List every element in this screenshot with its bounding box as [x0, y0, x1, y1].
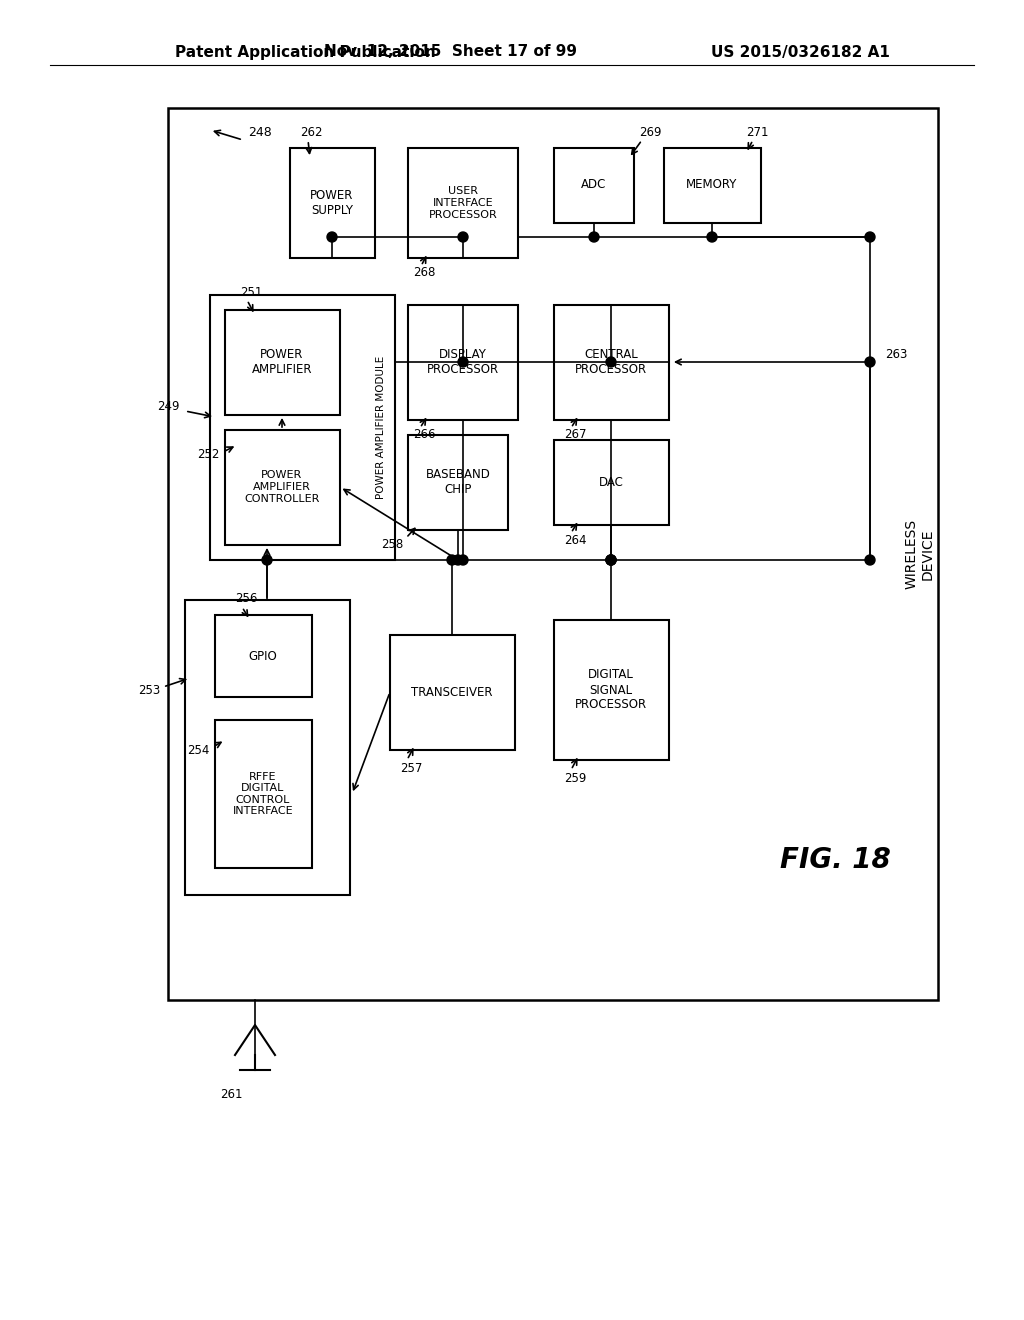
Bar	[554, 440, 669, 525]
Circle shape	[458, 356, 468, 367]
Bar	[290, 148, 375, 257]
Text: 249: 249	[158, 400, 180, 413]
Bar	[554, 305, 669, 420]
Bar	[185, 601, 350, 895]
Text: Nov. 12, 2015  Sheet 17 of 99: Nov. 12, 2015 Sheet 17 of 99	[324, 45, 577, 59]
Text: USER
INTERFACE
PROCESSOR: USER INTERFACE PROCESSOR	[429, 186, 498, 219]
Bar	[408, 148, 518, 257]
Text: WIRELESS
DEVICE: WIRELESS DEVICE	[905, 519, 935, 589]
Text: 248: 248	[248, 127, 271, 140]
Text: CENTRAL
PROCESSOR: CENTRAL PROCESSOR	[574, 348, 647, 376]
Circle shape	[865, 554, 874, 565]
Text: 263: 263	[885, 347, 907, 360]
Bar	[215, 719, 312, 869]
Text: 267: 267	[564, 429, 587, 441]
Bar	[210, 294, 395, 560]
Text: 271: 271	[746, 127, 768, 140]
Text: GPIO: GPIO	[249, 649, 278, 663]
Bar	[225, 310, 340, 414]
Text: US 2015/0326182 A1: US 2015/0326182 A1	[711, 45, 890, 59]
Text: 268: 268	[413, 267, 435, 280]
Circle shape	[865, 356, 874, 367]
Text: POWER
AMPLIFIER
CONTROLLER: POWER AMPLIFIER CONTROLLER	[245, 470, 319, 504]
Bar	[225, 430, 340, 545]
Circle shape	[606, 356, 616, 367]
Text: FIG. 18: FIG. 18	[780, 846, 891, 874]
Text: 254: 254	[187, 743, 210, 756]
Text: 256: 256	[234, 593, 257, 606]
Text: MEMORY: MEMORY	[686, 178, 737, 191]
Text: 262: 262	[300, 127, 323, 140]
Bar	[554, 620, 669, 760]
Bar	[390, 635, 515, 750]
Circle shape	[262, 554, 272, 565]
Bar	[168, 108, 938, 1001]
Text: ADC: ADC	[582, 178, 606, 191]
Text: DISPLAY
PROCESSOR: DISPLAY PROCESSOR	[427, 348, 499, 376]
Text: 264: 264	[564, 533, 587, 546]
Text: POWER
SUPPLY: POWER SUPPLY	[310, 189, 353, 216]
Circle shape	[606, 554, 616, 565]
Circle shape	[606, 554, 616, 565]
Circle shape	[447, 554, 457, 565]
Text: 258: 258	[381, 539, 403, 552]
Bar	[408, 305, 518, 420]
Text: Patent Application Publication: Patent Application Publication	[175, 45, 436, 59]
Text: 253: 253	[138, 684, 160, 697]
Bar	[408, 436, 508, 531]
Text: POWER
AMPLIFIER: POWER AMPLIFIER	[252, 348, 312, 376]
Circle shape	[453, 554, 463, 565]
Circle shape	[327, 232, 337, 242]
Text: 252: 252	[198, 449, 220, 462]
Text: RFFE
DIGITAL
CONTROL
INTERFACE: RFFE DIGITAL CONTROL INTERFACE	[232, 772, 293, 816]
Text: 269: 269	[639, 127, 662, 140]
Circle shape	[606, 554, 616, 565]
Text: POWER AMPLIFIER MODULE: POWER AMPLIFIER MODULE	[376, 355, 386, 499]
Circle shape	[589, 232, 599, 242]
Bar	[215, 615, 312, 697]
Text: 261: 261	[220, 1089, 243, 1101]
Bar	[554, 148, 634, 223]
Text: BASEBAND
CHIP: BASEBAND CHIP	[426, 469, 490, 496]
Text: 257: 257	[400, 762, 422, 775]
Circle shape	[865, 232, 874, 242]
Circle shape	[458, 554, 468, 565]
Circle shape	[458, 232, 468, 242]
Text: 259: 259	[564, 771, 587, 784]
Circle shape	[707, 232, 717, 242]
Text: 251: 251	[240, 285, 262, 298]
Text: DAC: DAC	[599, 475, 624, 488]
Text: 266: 266	[413, 429, 435, 441]
Bar	[664, 148, 761, 223]
Text: TRANSCEIVER: TRANSCEIVER	[412, 685, 493, 698]
Text: DIGITAL
SIGNAL
PROCESSOR: DIGITAL SIGNAL PROCESSOR	[574, 668, 647, 711]
